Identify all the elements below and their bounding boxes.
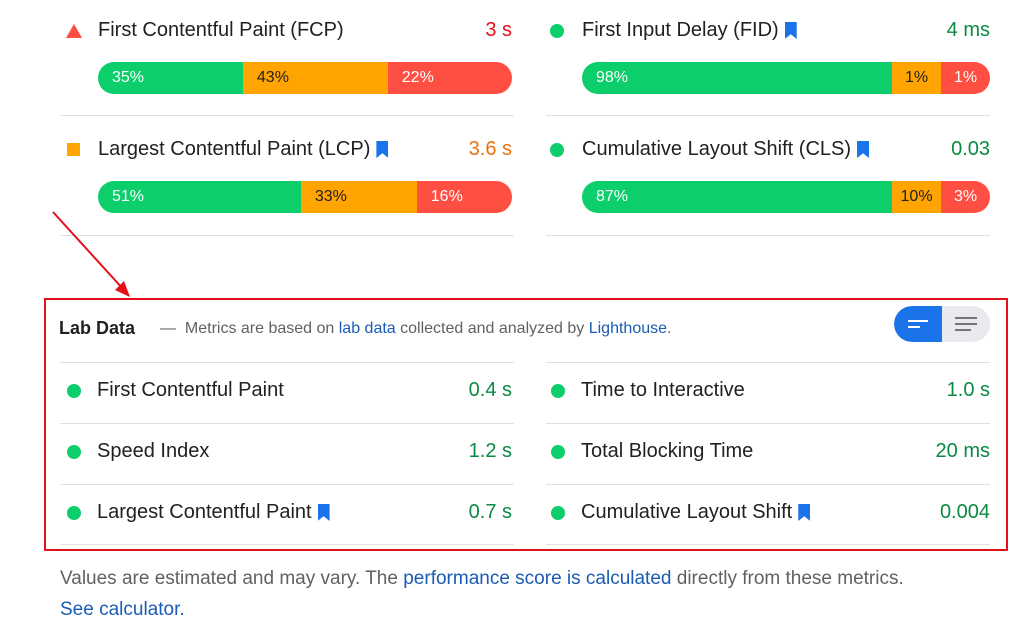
list-icon (955, 313, 977, 335)
divider (60, 484, 514, 485)
divider (60, 362, 514, 363)
divider (60, 423, 514, 424)
lab-metric-value: 0.4 s (468, 379, 512, 401)
divider (546, 423, 990, 424)
circle-icon (551, 506, 565, 520)
circle-icon (550, 143, 564, 157)
divider (546, 115, 990, 116)
divider (60, 544, 514, 545)
segment-good: 51% (98, 181, 301, 213)
circle-icon (550, 24, 564, 38)
metric-fcp-distribution-bar: 35% 43% 22% (98, 62, 512, 94)
divider (546, 544, 990, 545)
metric-fcp-title: First Contentful Paint (FCP) (98, 19, 344, 41)
lab-metric-lcp: Largest Contentful Paint 0.7 s (60, 498, 512, 528)
bookmark-icon[interactable] (376, 141, 389, 158)
lab-data-link[interactable]: lab data (338, 320, 396, 337)
lab-metric-name: First Contentful Paint (97, 379, 284, 401)
metric-cls-title: Cumulative Layout Shift (CLS) (582, 138, 870, 161)
lighthouse-link[interactable]: Lighthouse (588, 320, 668, 337)
lab-metric-value: 20 ms (935, 440, 990, 462)
divider (546, 362, 990, 363)
bookmark-icon[interactable] (784, 22, 797, 39)
segment-good: 98% (582, 62, 893, 94)
lab-metric-name: Cumulative Layout Shift (581, 501, 811, 524)
metric-lcp-title: Largest Contentful Paint (LCP) (98, 138, 389, 161)
divider (546, 484, 990, 485)
circle-icon (67, 384, 81, 398)
circle-icon (551, 384, 565, 398)
metric-fid-distribution-bar: 98% 1% 1% (582, 62, 990, 94)
lab-metric-value: 1.2 s (468, 440, 512, 462)
see-calculator-link[interactable]: See calculator. (60, 599, 185, 620)
segment-poor: 22% (387, 62, 512, 94)
lab-metric-name: Speed Index (97, 440, 210, 462)
lab-metric-tti: Time to Interactive 1.0 s (544, 376, 990, 406)
circle-icon (551, 445, 565, 459)
lab-metric-fcp: First Contentful Paint 0.4 s (60, 376, 512, 406)
segment-average: 33% (300, 181, 417, 213)
lab-metric-value: 1.0 s (946, 379, 990, 401)
footer-note: Values are estimated and may vary. The p… (60, 568, 904, 620)
lab-metric-value: 0.7 s (468, 501, 512, 523)
lab-metric-speed-index: Speed Index 1.2 s (60, 437, 512, 467)
bookmark-icon[interactable] (798, 504, 811, 521)
segment-poor: 16% (416, 181, 512, 213)
segment-good: 35% (98, 62, 243, 94)
divider (60, 235, 514, 236)
segment-poor: 1% (941, 62, 990, 94)
lab-data-description: — Metrics are based on lab data collecte… (160, 320, 672, 337)
lab-metric-name: Total Blocking Time (581, 440, 754, 462)
lab-data-highlight-box (44, 298, 1008, 551)
metric-cls-header: Cumulative Layout Shift (CLS) 0.03 (546, 135, 990, 165)
lab-metric-name: Largest Contentful Paint (97, 501, 330, 524)
metric-fcp-value: 3 s (485, 19, 512, 41)
metric-fid-value: 4 ms (946, 19, 990, 41)
lab-metric-tbt: Total Blocking Time 20 ms (544, 437, 990, 467)
summary-view-button[interactable] (894, 306, 942, 342)
list-view-button[interactable] (942, 306, 990, 342)
lab-metric-cls: Cumulative Layout Shift 0.004 (544, 498, 990, 528)
metric-lcp: Largest Contentful Paint (LCP) 3.6 s 51%… (62, 135, 512, 213)
lab-metric-value: 0.004 (939, 501, 990, 523)
metric-lcp-header: Largest Contentful Paint (LCP) 3.6 s (62, 135, 512, 165)
segment-good: 87% (582, 181, 893, 213)
bookmark-icon[interactable] (857, 141, 870, 158)
summary-icon (908, 316, 928, 332)
annotation-arrow-icon (52, 211, 130, 297)
segment-average: 10% (892, 181, 942, 213)
metric-lcp-distribution-bar: 51% 33% 16% (98, 181, 512, 213)
metric-fid: First Input Delay (FID) 4 ms 98% 1% 1% (546, 16, 990, 94)
lab-metric-name: Time to Interactive (581, 379, 745, 401)
triangle-icon (66, 24, 82, 38)
segment-poor: 3% (941, 181, 990, 213)
bookmark-icon[interactable] (317, 504, 330, 521)
metric-cls: Cumulative Layout Shift (CLS) 0.03 87% 1… (546, 135, 990, 213)
segment-average: 43% (242, 62, 388, 94)
segment-average: 1% (892, 62, 942, 94)
metric-cls-distribution-bar: 87% 10% 3% (582, 181, 990, 213)
divider (546, 235, 990, 236)
metric-fcp: First Contentful Paint (FCP) 3 s 35% 43%… (62, 16, 512, 94)
lab-data-title: Lab Data (59, 318, 136, 338)
square-icon (67, 143, 80, 156)
metric-lcp-value: 3.6 s (468, 138, 512, 160)
metric-fcp-header: First Contentful Paint (FCP) 3 s (62, 16, 512, 46)
metric-fid-header: First Input Delay (FID) 4 ms (546, 16, 990, 46)
metric-fid-title: First Input Delay (FID) (582, 19, 797, 42)
metric-cls-value: 0.03 (951, 138, 990, 160)
divider (60, 115, 514, 116)
view-toggle (894, 306, 990, 342)
circle-icon (67, 445, 81, 459)
performance-score-link[interactable]: performance score is calculated (403, 568, 672, 589)
circle-icon (67, 506, 81, 520)
